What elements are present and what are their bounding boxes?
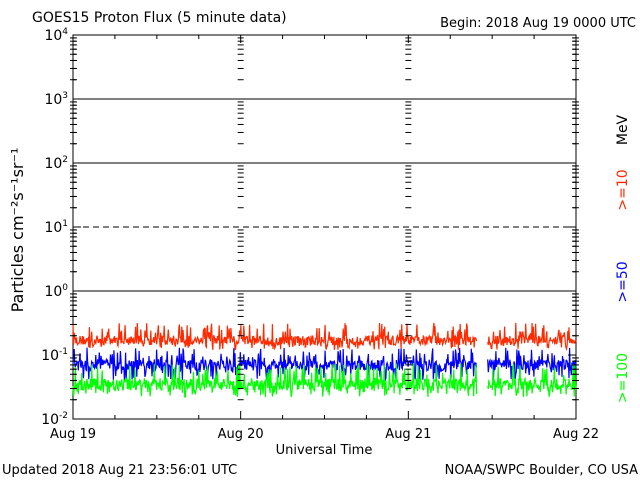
y-tick-label: 102 bbox=[44, 155, 68, 172]
legend-50mev: >=50 bbox=[615, 261, 631, 302]
begin-label: Begin: 2018 Aug 19 0000 UTC bbox=[440, 16, 636, 31]
source-credit: NOAA/SWPC Boulder, CO USA bbox=[445, 463, 638, 478]
series-line-0 bbox=[487, 322, 577, 352]
updated-timestamp: Updated 2018 Aug 21 23:56:01 UTC bbox=[2, 463, 237, 478]
legend-10mev: >=10 bbox=[615, 169, 631, 210]
series-line-2 bbox=[487, 364, 577, 397]
y-tick-label: 10-1 bbox=[41, 347, 68, 364]
series-group bbox=[72, 322, 577, 398]
series-line-1 bbox=[72, 347, 478, 381]
series-line-0 bbox=[72, 322, 478, 351]
y-tick-label: 100 bbox=[44, 283, 68, 300]
x-tick-label: Aug 20 bbox=[218, 427, 264, 442]
x-tick-label: Aug 19 bbox=[50, 427, 96, 442]
grid-lines bbox=[73, 98, 576, 292]
x-tick-label: Aug 22 bbox=[553, 427, 599, 442]
y-tick-label: 101 bbox=[44, 219, 68, 236]
series-line-1 bbox=[487, 347, 577, 381]
energy-unit-label: MeV bbox=[615, 114, 631, 145]
x-axis-label: Universal Time bbox=[276, 443, 373, 458]
axis-ticks: Aug 19 Aug 20 Aug 21 Aug 22 104 103 102 101 100 1… bbox=[41, 27, 599, 442]
y-axis-label: Particles cm⁻²s⁻¹sr⁻¹ bbox=[8, 148, 27, 313]
legend-100mev: >=100 bbox=[615, 353, 631, 403]
y-tick-label: 10-2 bbox=[41, 411, 68, 428]
chart-title: GOES15 Proton Flux (5 minute data) bbox=[32, 10, 287, 26]
x-tick-label: Aug 21 bbox=[385, 427, 431, 442]
y-tick-label: 104 bbox=[44, 27, 68, 44]
y-tick-label: 103 bbox=[44, 91, 68, 108]
